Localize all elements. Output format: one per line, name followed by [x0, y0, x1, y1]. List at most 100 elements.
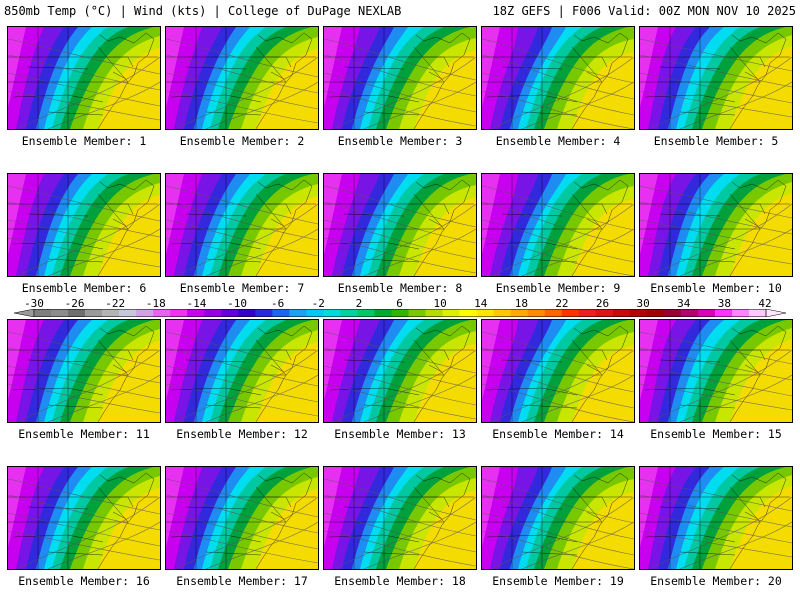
- ensemble-member-label: Ensemble Member: 9: [495, 281, 621, 295]
- colorbar-tick-label: -6: [271, 297, 285, 310]
- model-run-info: 18Z GEFS | F006 Valid: 00Z MON NOV 10 20…: [492, 4, 796, 18]
- ensemble-member-label: Ensemble Member: 20: [650, 574, 782, 588]
- colorbar-swatch: [493, 309, 511, 317]
- colorbar-tick-label: 10: [433, 297, 447, 310]
- colorbar-swatch: [731, 309, 750, 317]
- colorbar-swatch: [289, 309, 307, 317]
- colorbar-tick-label: 38: [717, 297, 731, 310]
- ensemble-member-label: Ensemble Member: 8: [337, 281, 463, 295]
- ensemble-member-map: [481, 466, 635, 570]
- ensemble-member-map: [481, 319, 635, 423]
- map-title: 850mb Temp (°C) | Wind (kts) | College o…: [4, 4, 402, 18]
- colorbar-swatch: [119, 309, 137, 317]
- colorbar-swatch: [408, 309, 426, 317]
- colorbar-swatch: [221, 309, 239, 317]
- colorbar-swatch: [663, 309, 682, 317]
- ensemble-member-map: [323, 173, 477, 277]
- ensemble-member-map: [639, 173, 793, 277]
- colorbar-swatch: [323, 309, 341, 317]
- colorbar-swatch: [544, 309, 563, 317]
- colorbar-swatch: [510, 309, 528, 317]
- colorbar-tick-label: 30: [636, 297, 650, 310]
- colorbar-tick-label: -26: [64, 297, 85, 310]
- ensemble-member-map: [165, 173, 319, 277]
- colorbar-swatch: [340, 309, 358, 317]
- colorbar-swatch: [255, 309, 273, 317]
- ensemble-member-map: [639, 319, 793, 423]
- colorbar-tick-label: 14: [474, 297, 488, 310]
- colorbar-swatch: [136, 309, 154, 317]
- colorbar-tick-label: -10: [227, 297, 247, 310]
- colorbar-tick-label: 34: [677, 297, 691, 310]
- colorbar-tick-label: -2: [311, 297, 325, 310]
- ensemble-member-map: [165, 319, 319, 423]
- ensemble-member-label: Ensemble Member: 7: [179, 281, 305, 295]
- ensemble-member-label: Ensemble Member: 1: [21, 134, 147, 148]
- colorbar-swatch: [578, 309, 597, 317]
- colorbar-swatch: [68, 309, 86, 317]
- colorbar-tick-label: -14: [186, 297, 207, 310]
- ensemble-member-map: [7, 319, 161, 423]
- colorbar-swatch: [51, 309, 69, 317]
- colorbar-swatch: [391, 309, 409, 317]
- colorbar-swatch: [646, 309, 665, 317]
- ensemble-member-map: [323, 26, 477, 130]
- ensemble-member-map: [165, 26, 319, 130]
- ensemble-member-label: Ensemble Member: 11: [18, 427, 150, 441]
- ensemble-member-label: Ensemble Member: 16: [18, 574, 150, 588]
- temperature-colorbar: [14, 309, 786, 317]
- colorbar-swatch: [238, 309, 256, 317]
- ensemble-member-label: Ensemble Member: 15: [650, 427, 782, 441]
- ensemble-member-label: Ensemble Member: 4: [495, 134, 621, 148]
- ensemble-member-map: [639, 26, 793, 130]
- colorbar-tick-label: 42: [758, 297, 772, 310]
- colorbar-tick-label: 26: [595, 297, 610, 310]
- ensemble-member-map: [7, 173, 161, 277]
- colorbar-tick-label: -18: [145, 297, 166, 310]
- colorbar-tick-label: 18: [514, 297, 528, 310]
- colorbar-swatch: [170, 309, 188, 317]
- colorbar-tick-label: -22: [105, 297, 126, 310]
- colorbar-swatch: [204, 309, 222, 317]
- colorbar-swatch: [442, 309, 460, 317]
- ensemble-member-label: Ensemble Member: 18: [334, 574, 466, 588]
- ensemble-member-label: Ensemble Member: 6: [21, 281, 147, 295]
- colorbar-tick-label: 2: [355, 297, 363, 310]
- ensemble-member-label: Ensemble Member: 5: [653, 134, 779, 148]
- ensemble-member-label: Ensemble Member: 13: [334, 427, 466, 441]
- ensemble-member-label: Ensemble Member: 2: [179, 134, 305, 148]
- colorbar-swatch: [102, 309, 120, 317]
- colorbar-swatch: [612, 309, 631, 317]
- colorbar-swatch: [714, 309, 733, 317]
- ensemble-member-map: [481, 173, 635, 277]
- colorbar-swatch: [187, 309, 205, 317]
- colorbar-swatch: [425, 309, 443, 317]
- colorbar-swatch: [374, 309, 392, 317]
- colorbar-swatch: [153, 309, 171, 317]
- ensemble-member-label: Ensemble Member: 10: [650, 281, 782, 295]
- colorbar-swatch: [527, 309, 545, 317]
- ensemble-member-label: Ensemble Member: 12: [176, 427, 308, 441]
- ensemble-member-map: [323, 319, 477, 423]
- colorbar-swatch: [306, 309, 324, 317]
- colorbar-swatch: [476, 309, 494, 317]
- ensemble-member-label: Ensemble Member: 3: [337, 134, 463, 148]
- colorbar-tick-label: 22: [555, 297, 569, 310]
- ensemble-member-label: Ensemble Member: 17: [176, 574, 308, 588]
- ensemble-member-map: [481, 26, 635, 130]
- colorbar-swatch: [272, 309, 290, 317]
- ensemble-member-label: Ensemble Member: 14: [492, 427, 624, 441]
- ensemble-member-map: [165, 466, 319, 570]
- colorbar-swatch: [85, 309, 103, 317]
- colorbar-swatch: [748, 309, 767, 317]
- colorbar-swatch: [595, 309, 614, 317]
- colorbar-swatch: [629, 309, 648, 317]
- colorbar-right-arrow: [765, 309, 786, 317]
- ensemble-member-map: [323, 466, 477, 570]
- colorbar-tick-label: 6: [396, 297, 403, 310]
- ensemble-member-label: Ensemble Member: 19: [492, 574, 624, 588]
- colorbar-swatch: [459, 309, 477, 317]
- colorbar-swatch: [697, 309, 716, 317]
- colorbar-swatch: [561, 309, 580, 317]
- colorbar-tick-label: -30: [24, 297, 44, 310]
